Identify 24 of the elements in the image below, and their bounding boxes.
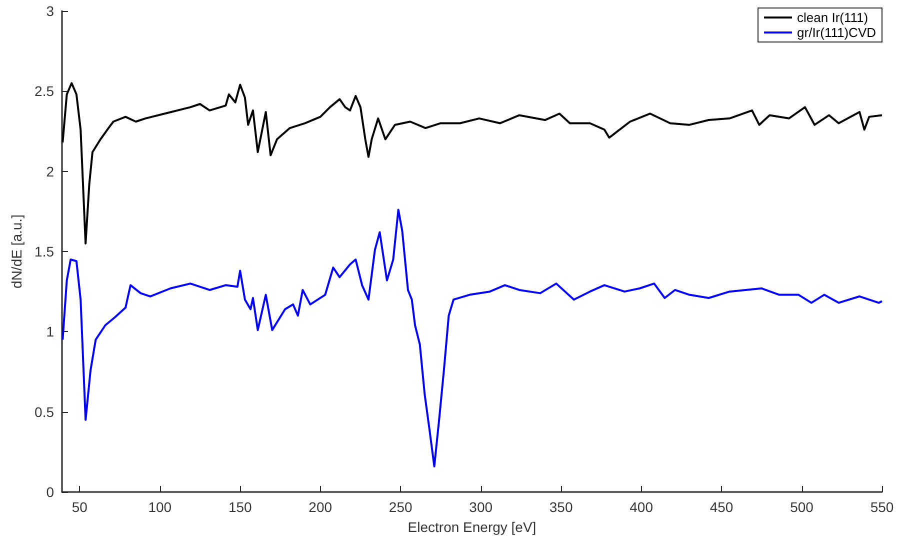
legend-label: clean Ir(111) (797, 10, 868, 25)
y-tick-label: 2 (46, 163, 54, 180)
x-tick-label: 50 (72, 499, 88, 515)
y-tick-label: 2.5 (34, 83, 54, 100)
x-tick-label: 400 (630, 499, 654, 515)
x-tick-label: 100 (148, 499, 172, 515)
line-series (62, 82, 883, 244)
x-tick-label: 300 (469, 499, 493, 515)
x-tick-label: 500 (790, 499, 814, 515)
x-tick-label: 250 (388, 499, 412, 515)
x-tick-label: 550 (870, 499, 894, 515)
line-series (62, 208, 883, 468)
y-tick-label: 0.5 (34, 404, 54, 420)
y-axis-title: dN/dE [a.u.] (8, 214, 25, 288)
x-tick-label: 350 (549, 499, 573, 515)
x-tick-label: 150 (228, 499, 252, 515)
x-axis-title: Electron Energy [eV] (408, 519, 536, 535)
legend-label: gr/Ir(111)CVD (797, 25, 876, 40)
x-tick-label: 450 (710, 499, 734, 515)
y-tick-label: 0 (46, 484, 54, 500)
y-tick-label: 1 (46, 324, 54, 340)
x-tick-label: 200 (308, 499, 332, 515)
y-tick-label: 1.5 (34, 244, 54, 260)
y-tick-label: 3 (46, 3, 54, 19)
